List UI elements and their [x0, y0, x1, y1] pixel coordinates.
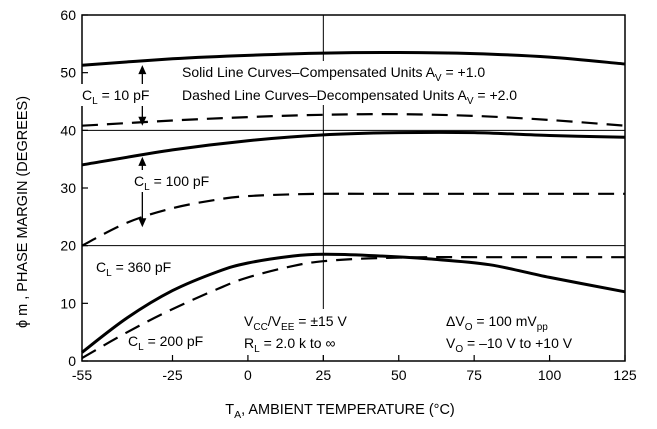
series-line-4-dashed — [81, 192, 625, 247]
dvo-condition: ΔVO = 100 mVpp — [446, 313, 548, 333]
y-tick-label: 20 — [60, 238, 76, 254]
x-tick-label: -25 — [162, 367, 182, 383]
conditions-background — [240, 309, 620, 355]
arrow-head-up-1 — [138, 65, 147, 75]
y-tick-label: 60 — [60, 7, 76, 23]
series-line-5-solid — [81, 252, 626, 354]
x-tick-label: 100 — [538, 367, 562, 383]
arrow-head-up-2 — [138, 156, 147, 166]
x-tick-label: 0 — [244, 367, 252, 383]
x-tick-label: 125 — [613, 367, 637, 383]
series-line-3-solid — [81, 130, 626, 167]
series-line-6-dashed — [81, 256, 625, 360]
x-axis-label: TA, AMBIENT TEMPERATURE (°C) — [225, 402, 455, 421]
y-tick-label: 30 — [60, 180, 76, 196]
series-group — [81, 50, 626, 360]
vcc-condition: VCC/VEE = ±15 V — [244, 313, 347, 333]
y-tick-label: 0 — [68, 353, 76, 369]
axis-ticks: -55 -25 0 25 50 75 100 125 0 10 20 30 40 50 60 — [60, 7, 636, 383]
x-tick-label: -55 — [72, 367, 92, 383]
x-tick-label: 50 — [391, 367, 407, 383]
rl-condition: RL = 2.0 k to ∞ — [244, 335, 335, 355]
y-tick-label: 40 — [60, 122, 76, 138]
x-tick-label: 25 — [316, 367, 332, 383]
cl10-background — [80, 84, 180, 106]
legend-solid: Solid Line Curves–Compensated Units AV =… — [182, 64, 485, 84]
cl200-label: CL = 200 pF — [128, 333, 203, 353]
arrow-head-down-1 — [138, 116, 147, 126]
y-tick-label: 10 — [60, 295, 76, 311]
cl100-background — [132, 170, 240, 192]
x-tick-label: 75 — [466, 367, 482, 383]
y-axis-label: ϕ m , PHASE MARGIN (DEGREES) — [15, 96, 31, 328]
arrow-head-down-2 — [138, 218, 147, 228]
series-line-1-solid — [81, 50, 626, 67]
vo-condition: VO = –10 V to +10 V — [446, 335, 573, 355]
cl360-label: CL = 360 pF — [96, 259, 171, 279]
cl100-label: CL = 100 pF — [134, 173, 209, 193]
y-tick-label: 50 — [60, 65, 76, 81]
legend-background — [176, 61, 576, 105]
legend-dashed: Dashed Line Curves–Decompensated Units A… — [182, 87, 517, 107]
cl10-label: CL = 10 pF — [82, 87, 149, 107]
series-line-2-dashed — [81, 113, 626, 127]
